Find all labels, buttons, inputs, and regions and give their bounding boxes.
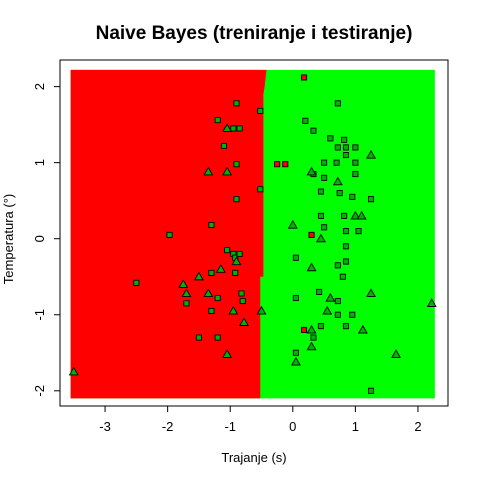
- square-point: [350, 312, 355, 317]
- square-point: [368, 197, 373, 202]
- square-point: [221, 143, 226, 148]
- square-point: [318, 213, 323, 218]
- square-point: [335, 263, 340, 268]
- square-point: [239, 291, 244, 296]
- square-point: [335, 145, 340, 150]
- square-point: [301, 327, 306, 332]
- square-point: [283, 162, 288, 167]
- x-tick-label: 1: [352, 419, 359, 434]
- square-point: [343, 324, 348, 329]
- square-point: [321, 225, 326, 230]
- square-point: [209, 270, 214, 275]
- y-axis-label: Temperatura (°): [1, 194, 16, 284]
- square-point: [334, 160, 339, 165]
- square-point: [318, 189, 323, 194]
- decision-regions: [71, 70, 435, 399]
- square-point: [240, 298, 245, 303]
- square-point: [224, 248, 229, 253]
- x-tick-label: 2: [414, 419, 421, 434]
- square-point: [311, 128, 316, 133]
- square-point: [356, 228, 361, 233]
- square-point: [196, 335, 201, 340]
- square-point: [340, 274, 345, 279]
- y-tick-label: -1: [32, 309, 47, 321]
- square-point: [342, 213, 347, 218]
- square-point: [234, 197, 239, 202]
- square-point: [335, 101, 340, 106]
- square-point: [237, 126, 242, 131]
- square-point: [293, 295, 298, 300]
- square-point: [301, 75, 306, 80]
- x-axis-label: Trajanje (s): [221, 450, 286, 465]
- y-axis: -2 -1 0 1 2: [32, 83, 60, 397]
- square-point: [342, 137, 347, 142]
- x-tick-label: -3: [99, 419, 111, 434]
- square-point: [368, 388, 373, 393]
- square-point: [258, 187, 263, 192]
- square-point: [237, 251, 242, 256]
- square-point: [316, 289, 321, 294]
- square-point: [311, 335, 316, 340]
- square-point: [350, 194, 355, 199]
- y-tick-label: 1: [32, 159, 47, 166]
- square-point: [293, 255, 298, 260]
- square-point: [321, 175, 326, 180]
- square-point: [234, 162, 239, 167]
- square-point: [258, 108, 263, 113]
- square-point: [343, 152, 348, 157]
- square-point: [209, 222, 214, 227]
- square-point: [343, 228, 348, 233]
- x-axis: -3 -2 -1 0 1 2: [99, 406, 421, 434]
- square-point: [215, 117, 220, 122]
- square-point: [209, 308, 214, 313]
- square-point: [353, 145, 358, 150]
- square-point: [343, 244, 348, 249]
- square-point: [134, 280, 139, 285]
- square-point: [234, 101, 239, 106]
- x-tick-label: 0: [289, 419, 296, 434]
- square-point: [184, 301, 189, 306]
- square-point: [233, 270, 238, 275]
- square-point: [275, 162, 280, 167]
- square-point: [215, 295, 220, 300]
- y-tick-label: 2: [32, 83, 47, 90]
- square-point: [337, 190, 342, 195]
- x-tick-label: -1: [224, 419, 236, 434]
- y-tick-label: 0: [32, 235, 47, 242]
- square-point: [293, 350, 298, 355]
- square-point: [215, 335, 220, 340]
- y-tick-label: -2: [32, 385, 47, 397]
- square-point: [328, 136, 333, 141]
- square-point: [343, 259, 348, 264]
- square-point: [343, 145, 348, 150]
- square-point: [353, 160, 358, 165]
- square-point: [321, 160, 326, 165]
- square-point: [303, 118, 308, 123]
- chart-title: Naive Bayes (treniranje i testiranje): [96, 23, 413, 44]
- square-point: [318, 324, 323, 329]
- square-point: [167, 232, 172, 237]
- x-tick-label: -2: [162, 419, 174, 434]
- square-point: [309, 232, 314, 237]
- square-point: [335, 312, 340, 317]
- square-point: [335, 298, 340, 303]
- square-point: [231, 126, 236, 131]
- square-point: [353, 171, 358, 176]
